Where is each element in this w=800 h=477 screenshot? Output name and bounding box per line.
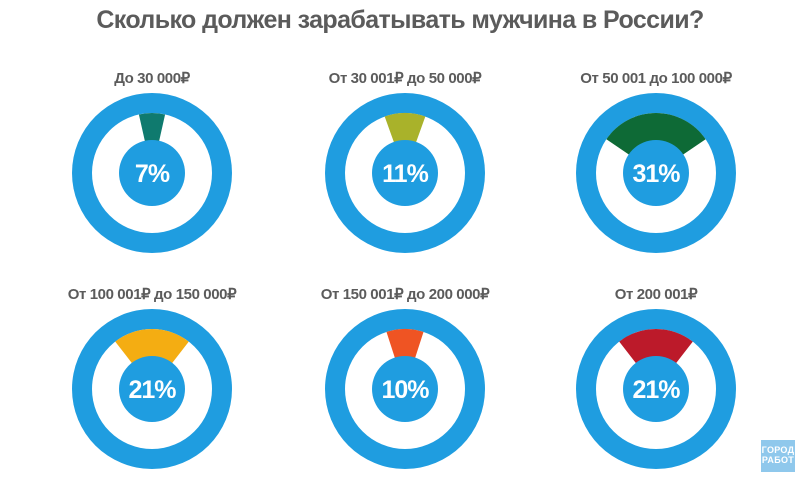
donut-label: От 100 001₽ до 150 000₽	[68, 286, 237, 303]
donut-label: От 200 001₽	[615, 286, 698, 303]
donut-slice	[386, 329, 424, 359]
donut-center	[119, 356, 185, 422]
donut-center	[119, 140, 185, 206]
donut-label: До 30 000₽	[114, 70, 190, 87]
donut-6: От 200 001₽ 21%	[576, 286, 736, 469]
donut-slice	[384, 113, 426, 143]
donut-value-label: 7%	[135, 160, 170, 188]
donut-4: От 100 001₽ до 150 000₽ 21%	[68, 286, 238, 469]
donut-center	[623, 140, 689, 206]
donut-center	[372, 356, 438, 422]
donut-2: От 30 001₽ до 50 000₽ 11%	[325, 70, 485, 253]
donut-label: От 150 001₽ до 200 000₽	[321, 286, 490, 303]
chart-title: Сколько должен зарабатывать мужчина в Ро…	[96, 6, 704, 34]
logo-line-2: РАБОТ	[761, 455, 795, 465]
donut-value-label: 21%	[128, 376, 176, 404]
donut-slice	[115, 329, 189, 364]
donut-value-label: 11%	[382, 160, 428, 188]
donut-1: До 30 000₽ 7%	[72, 70, 232, 253]
donut-value-label: 31%	[632, 160, 680, 188]
donut-5: От 150 001₽ до 200 000₽ 10%	[321, 286, 491, 469]
donut-center	[372, 140, 438, 206]
donut-label: От 50 001 до 100 000₽	[580, 70, 732, 87]
donut-slice	[138, 113, 166, 142]
donut-value-label: 10%	[381, 376, 429, 404]
donut-label: От 30 001₽ до 50 000₽	[329, 70, 483, 87]
gorod-rabot-logo: ГОРОД РАБОТ	[761, 440, 795, 472]
donut-center	[623, 356, 689, 422]
logo-line-1: ГОРОД	[761, 445, 795, 455]
donut-3: От 50 001 до 100 000₽ 31%	[576, 70, 736, 253]
donut-value-label: 21%	[632, 376, 680, 404]
donut-slice	[606, 113, 706, 156]
donut-slice	[619, 329, 693, 364]
